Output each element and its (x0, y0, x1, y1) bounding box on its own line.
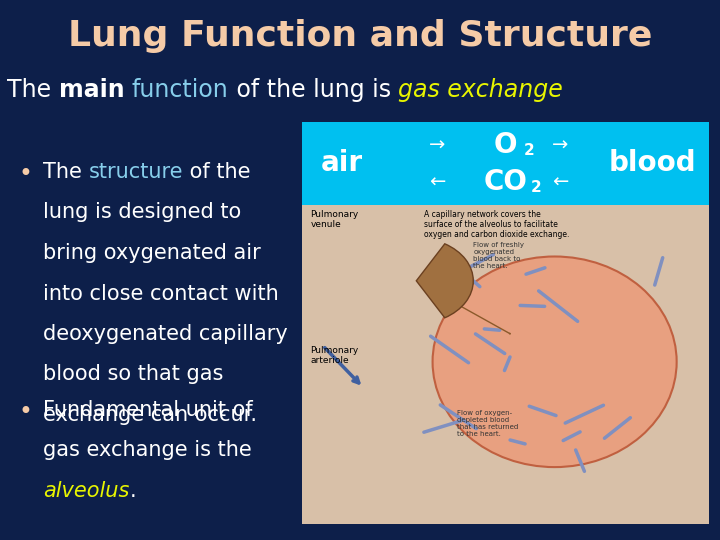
Text: into close contact with: into close contact with (43, 284, 279, 303)
Text: ←: ← (552, 172, 568, 191)
Text: Flow of freshly
oxygenated
blood back to
the heart.: Flow of freshly oxygenated blood back to… (473, 242, 524, 269)
Text: CO: CO (484, 168, 528, 196)
Text: deoxygenated capillary: deoxygenated capillary (43, 324, 288, 344)
Text: •: • (18, 400, 32, 423)
Text: →: → (552, 136, 568, 154)
Text: The: The (7, 78, 59, 102)
Text: blood: blood (608, 150, 696, 177)
FancyBboxPatch shape (302, 122, 709, 205)
Text: gas exchange: gas exchange (398, 78, 563, 102)
Text: alveolus: alveolus (43, 481, 130, 501)
Text: →: → (429, 136, 446, 154)
Text: 2: 2 (523, 143, 534, 158)
FancyBboxPatch shape (302, 200, 709, 524)
Text: The: The (43, 162, 89, 182)
Text: Pulmonary
arteriole: Pulmonary arteriole (310, 346, 359, 365)
Text: 2: 2 (531, 180, 541, 194)
Text: blood so that gas: blood so that gas (43, 364, 224, 384)
Ellipse shape (433, 256, 677, 467)
Text: exchange can occur.: exchange can occur. (43, 405, 257, 425)
Text: .: . (130, 481, 136, 501)
Text: bring oxygenated air: bring oxygenated air (43, 243, 261, 263)
Text: gas exchange is the: gas exchange is the (43, 440, 252, 460)
Text: Fundamental unit of: Fundamental unit of (43, 400, 253, 420)
Text: of the: of the (183, 162, 251, 182)
Text: air: air (320, 150, 363, 177)
Text: main: main (59, 78, 125, 102)
Text: Flow of oxygen-
depleted blood
that has returned
to the heart.: Flow of oxygen- depleted blood that has … (457, 410, 518, 437)
FancyArrowPatch shape (435, 292, 510, 334)
Text: Pulmonary
venule: Pulmonary venule (310, 210, 359, 229)
Text: •: • (18, 162, 32, 186)
Text: lung is designed to: lung is designed to (43, 202, 241, 222)
Text: Lung Function and Structure: Lung Function and Structure (68, 19, 652, 53)
Text: function: function (132, 78, 229, 102)
Text: O: O (494, 131, 518, 159)
Text: ←: ← (429, 172, 446, 191)
Text: of the lung is: of the lung is (229, 78, 398, 102)
Text: structure: structure (89, 162, 183, 182)
Wedge shape (416, 244, 473, 318)
Text: A capillary network covers the
surface of the alveolus to facilitate
oxygen and : A capillary network covers the surface o… (424, 210, 570, 239)
